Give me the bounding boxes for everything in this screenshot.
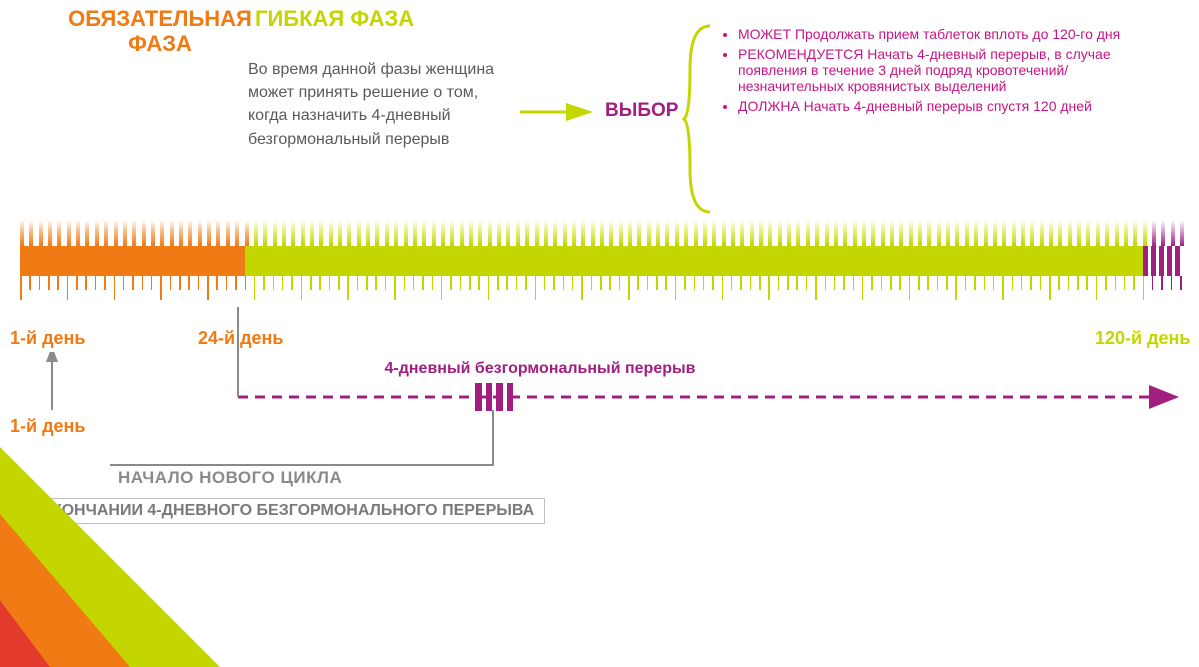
arrow-desc-to-choice <box>520 100 600 124</box>
choice-list: МОЖЕТ Продолжать прием таблеток вплоть д… <box>720 26 1170 118</box>
break-label: 4-дневный безгормональный перерыв <box>330 360 750 378</box>
break-marker-stripes <box>475 383 513 411</box>
ticks-top <box>20 218 1180 246</box>
day-label-120: 120-й день <box>1095 328 1190 349</box>
timeline <box>20 218 1180 304</box>
brace-icon <box>682 24 714 214</box>
bar-flexible <box>245 246 1143 276</box>
choice-item: МОЖЕТ Продолжать прием таблеток вплоть д… <box>738 26 1170 42</box>
flexible-phase-title: ГИБКАЯ ФАЗА <box>255 6 515 31</box>
flexible-phase-text: ГИБКАЯ ФАЗА <box>255 6 414 31</box>
choice-label: ВЫБОР <box>605 100 678 122</box>
phase-description: Во время данной фазы женщина может приня… <box>248 58 518 151</box>
mandatory-phase-title: ОБЯЗАТЕЛЬНАЯ ФАЗА <box>55 6 265 57</box>
bar-magenta-break <box>1143 246 1180 276</box>
corner-decoration <box>0 407 220 667</box>
mandatory-phase-text: ОБЯЗАТЕЛЬНАЯ ФАЗА <box>68 6 252 56</box>
day-label-1: 1-й день <box>10 328 85 349</box>
timeline-bars <box>20 246 1180 276</box>
dashed-break-line <box>238 382 1188 412</box>
arrow-24-up <box>231 307 245 402</box>
day-label-text: 1-й день <box>10 328 85 348</box>
choice-item-text: ДОЛЖНА Начать 4-дневный перерыв спустя 1… <box>738 98 1092 114</box>
choice-label-text: ВЫБОР <box>605 100 678 121</box>
bar-mandatory <box>20 246 245 276</box>
choice-item-text: МОЖЕТ Продолжать прием таблеток вплоть д… <box>738 26 1120 42</box>
arrow-day1-up <box>44 352 60 412</box>
choice-item: ДОЛЖНА Начать 4-дневный перерыв спустя 1… <box>738 98 1170 114</box>
ticks-bottom <box>20 276 1180 304</box>
choice-item: РЕКОМЕНДУЕТСЯ Начать 4-дневный перерыв, … <box>738 46 1170 94</box>
choice-item-text: РЕКОМЕНДУЕТСЯ Начать 4-дневный перерыв, … <box>738 46 1111 94</box>
day-label-text: 120-й день <box>1095 328 1190 348</box>
phase-description-text: Во время данной фазы женщина может приня… <box>248 61 494 148</box>
break-label-text: 4-дневный безгормональный перерыв <box>385 360 696 377</box>
